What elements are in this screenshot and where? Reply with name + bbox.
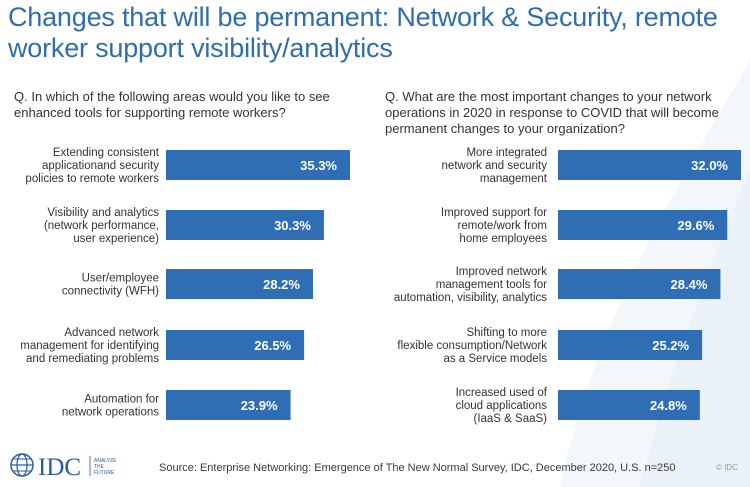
question-right: Q. What are the most important changes t… [385, 89, 719, 136]
bar [558, 269, 721, 299]
logo-tagline-line: THE [94, 464, 105, 470]
data-label: 32.0% [691, 158, 728, 173]
bar [166, 269, 313, 299]
logo-tagline-line: FUTURE [94, 470, 115, 476]
data-label: 26.5% [254, 338, 291, 353]
data-label: 30.3% [274, 218, 311, 233]
question-left: Q. In which of the following areas would… [14, 89, 330, 120]
data-label: 23.9% [241, 398, 278, 413]
bar [166, 330, 305, 360]
bar [166, 390, 291, 420]
category-label: Visibility and analytics (network perform… [44, 207, 159, 245]
bar [558, 150, 741, 180]
globe-icon [10, 453, 34, 477]
source-note: Source: Enterprise Networking: Emergence… [159, 462, 676, 474]
bar-chart-right: 32.0% More integrated network and security… [394, 147, 741, 425]
category-label: Automation for network operations [62, 394, 159, 419]
category-label: Improved network management tools for auto… [394, 266, 547, 304]
data-label: 24.8% [650, 398, 687, 413]
category-label: More integrated network and security manag… [442, 147, 548, 185]
bar [558, 390, 700, 420]
data-label: 35.3% [300, 158, 337, 173]
category-label: Advanced network management for identifyi… [20, 327, 159, 365]
category-label: Extending consistent applicationand secur… [25, 147, 159, 185]
idc-logo: IDC ANALYZE THE FUTURE [10, 453, 117, 480]
category-label: Increased used of cloud applications (IaaS… [456, 387, 548, 425]
bar [166, 210, 324, 240]
bar [558, 210, 728, 240]
bar-chart-left: 35.3% Extending consistent applicationand … [20, 147, 350, 420]
logo-text: IDC [38, 454, 81, 480]
data-label: 25.2% [652, 338, 689, 353]
data-label: 28.4% [671, 277, 708, 292]
category-label: Improved support for remote/work from home… [441, 207, 547, 245]
page-title: Changes that will be permanent: Network … [8, 2, 718, 63]
logo-tagline-line: ANALYZE [94, 458, 117, 464]
category-label: User/employee connectivity (WFH) [62, 273, 159, 298]
bar [166, 150, 350, 180]
bar [558, 330, 703, 360]
category-label: Shifting to more flexible consumption/Net… [397, 327, 547, 365]
data-label: 28.2% [263, 277, 300, 292]
data-label: 29.6% [677, 218, 714, 233]
copyright: © IDC [716, 463, 738, 472]
